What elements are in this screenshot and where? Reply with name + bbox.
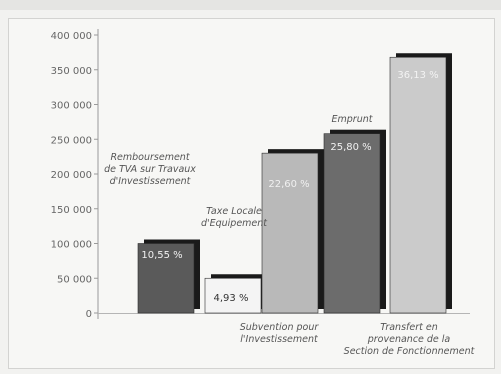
y-tick-label: 50 000 bbox=[57, 274, 92, 285]
y-tick-label: 100 000 bbox=[51, 240, 92, 251]
y-tick-label: 350 000 bbox=[51, 66, 92, 77]
y-tick-label: 200 000 bbox=[51, 170, 92, 181]
category-label: Remboursement de TVA sur Travaux d'Investi… bbox=[104, 152, 196, 187]
y-tick-label: 300 000 bbox=[51, 101, 92, 112]
bar bbox=[137, 243, 195, 314]
bar-data-label: 4,93 % bbox=[214, 293, 249, 304]
bar bbox=[204, 277, 262, 314]
category-label: Emprunt bbox=[332, 114, 374, 125]
top-strip bbox=[0, 0, 501, 10]
bar-data-label: 22,60 % bbox=[268, 179, 309, 190]
bar-data-label: 25,80 % bbox=[330, 142, 371, 153]
bar bbox=[261, 152, 319, 314]
category-label: Transfert en provenance de la Section de F… bbox=[344, 322, 476, 357]
y-tick-label: 400 000 bbox=[51, 31, 92, 42]
bar bbox=[389, 56, 447, 314]
category-label: Subvention pour l'Investissement bbox=[240, 322, 320, 345]
bar-data-label: 36,13 % bbox=[397, 70, 438, 81]
y-tick-label: 150 000 bbox=[51, 205, 92, 216]
bar bbox=[323, 133, 381, 314]
bar-data-label: 10,55 % bbox=[141, 250, 182, 261]
y-tick-label: 0 bbox=[86, 309, 92, 320]
category-label: Taxe Locale d'Equipement bbox=[201, 206, 268, 229]
y-tick-label: 250 000 bbox=[51, 135, 92, 146]
